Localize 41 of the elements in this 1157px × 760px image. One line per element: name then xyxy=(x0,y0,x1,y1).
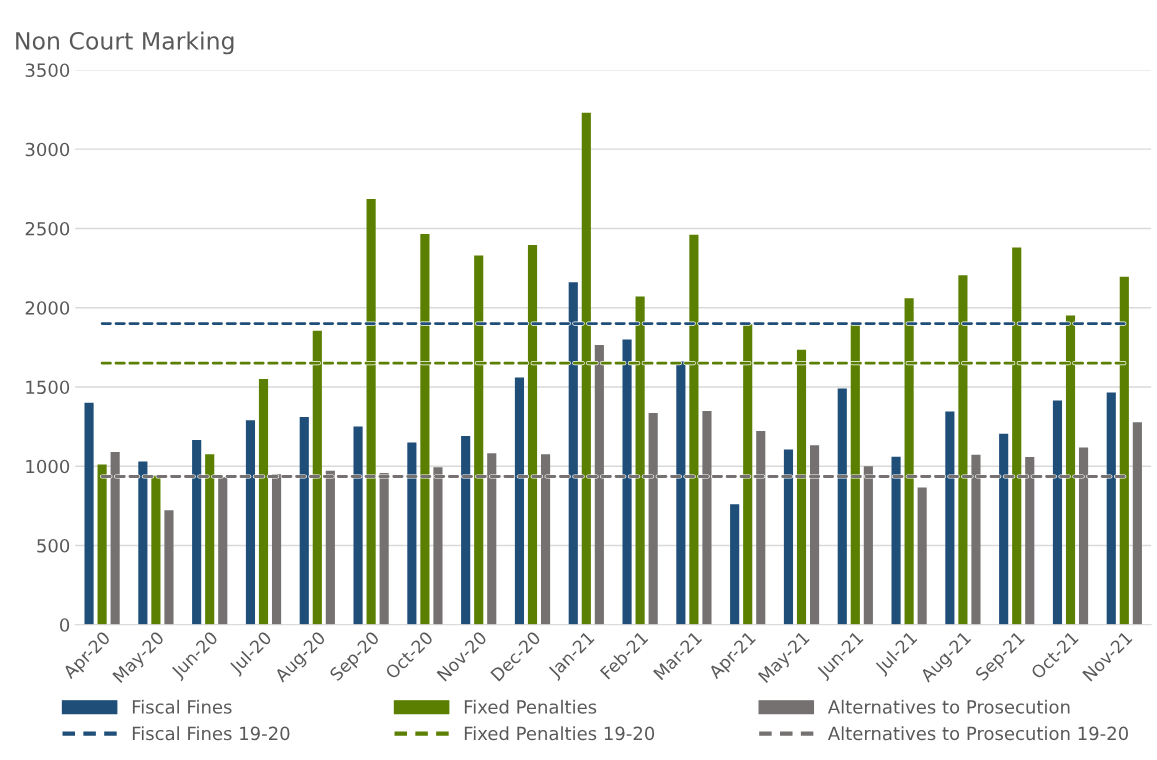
bar xyxy=(1052,400,1063,625)
bar xyxy=(891,456,901,625)
y-tick-label: 500 xyxy=(37,538,70,553)
bar xyxy=(151,475,161,625)
y-tick-label: 1000 xyxy=(26,459,70,474)
bar xyxy=(999,433,1009,625)
chart-title: Non Court Marking xyxy=(16,31,234,55)
y-tick-label: 3500 xyxy=(25,63,70,78)
bar xyxy=(205,454,215,625)
bar xyxy=(622,339,632,625)
y-tick-label: 2000 xyxy=(25,301,70,315)
bar xyxy=(514,377,525,625)
bar xyxy=(945,411,955,625)
bar xyxy=(837,388,847,625)
legend-label: Fiscal Fines xyxy=(132,699,232,714)
y-tick-label: 0 xyxy=(60,618,70,632)
bar xyxy=(783,449,794,625)
bar xyxy=(299,417,309,625)
bar xyxy=(192,440,202,625)
bar xyxy=(1132,422,1142,625)
legend-label: Alternatives to Prosecution xyxy=(827,699,1070,714)
y-tick-label: 3000 xyxy=(25,142,70,157)
bar xyxy=(407,442,417,625)
bar xyxy=(461,436,471,625)
y-tick-label: 1500 xyxy=(26,380,70,395)
bar xyxy=(730,504,740,625)
bar xyxy=(353,426,363,625)
bar xyxy=(917,487,927,625)
legend-label: Fixed Penalties 19-20 xyxy=(464,726,655,741)
bar xyxy=(676,361,686,625)
bar xyxy=(258,379,269,625)
bar xyxy=(1106,392,1116,625)
bar xyxy=(138,461,148,625)
legend-label: Alternatives to Prosecution 19-20 xyxy=(827,726,1128,741)
y-tick-label: 2500 xyxy=(25,221,70,236)
legend-label: Fixed Penalties xyxy=(464,699,597,714)
bar xyxy=(245,420,256,625)
bar xyxy=(164,510,174,625)
legend-label: Fiscal Fines 19-20 xyxy=(132,726,290,741)
bar xyxy=(97,464,107,625)
bar xyxy=(84,402,94,625)
